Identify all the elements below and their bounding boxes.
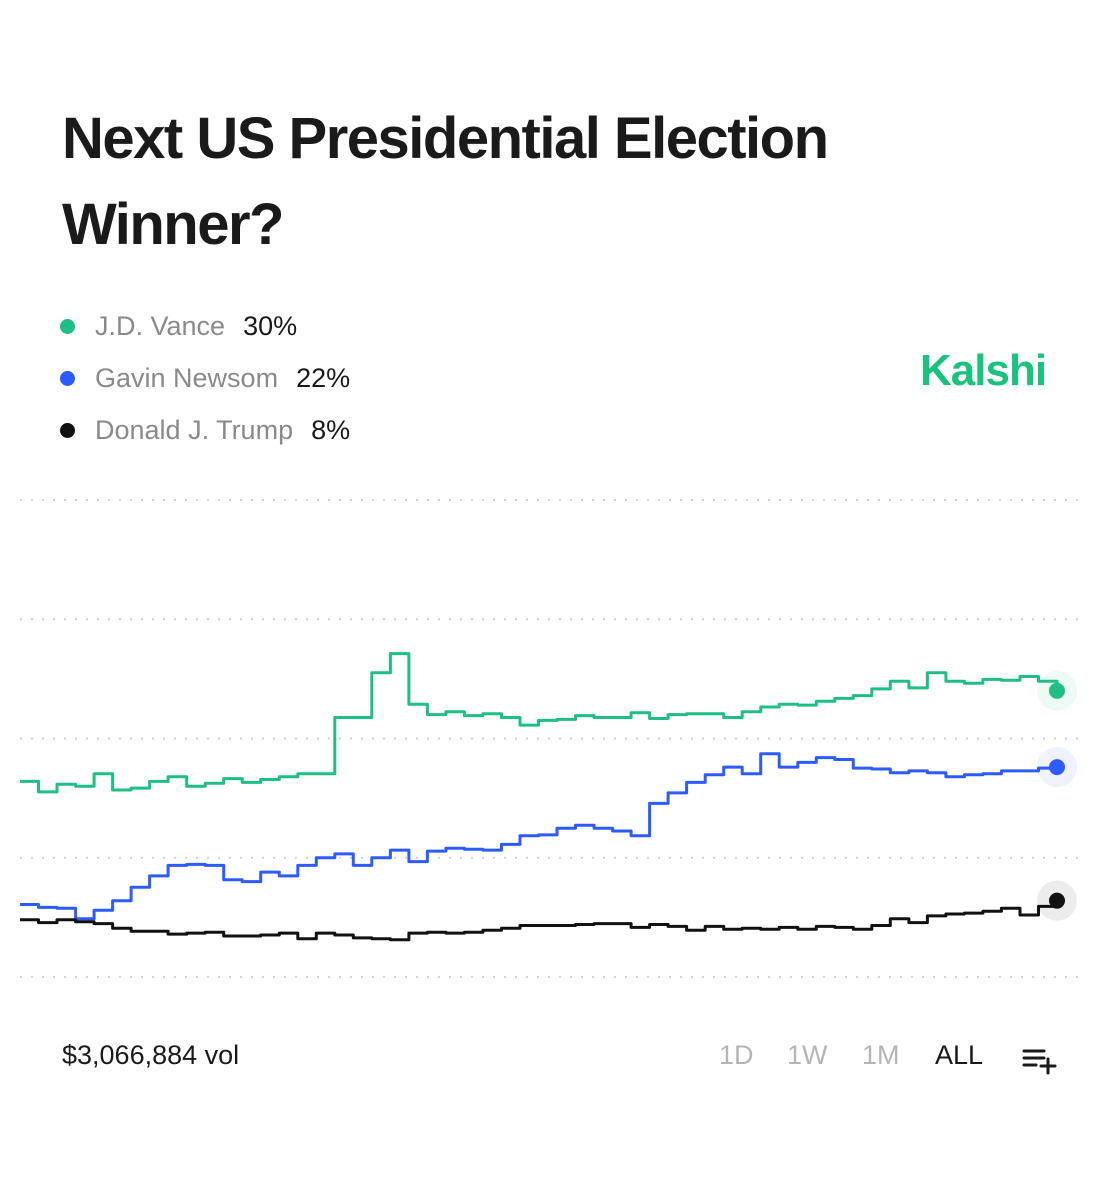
endpoint-dot-gavin-newsom[interactable] bbox=[1049, 759, 1065, 776]
legend-item-trump[interactable]: Donald J. Trump 8% bbox=[60, 404, 350, 456]
series-line-donald-j-trump bbox=[20, 900, 1059, 942]
legend-item-newsom[interactable]: Gavin Newsom 22% bbox=[60, 352, 350, 404]
chart-legend: J.D. Vance 30% Gavin Newsom 22% Donald J… bbox=[60, 300, 350, 456]
page-title: Next US Presidential Election Winner? bbox=[62, 96, 962, 268]
legend-name: Donald J. Trump bbox=[95, 414, 294, 445]
series-line-gavin-newsom bbox=[20, 752, 1059, 921]
range-1d-button[interactable]: 1D bbox=[719, 1040, 754, 1070]
add-to-list-icon[interactable] bbox=[1022, 1046, 1060, 1076]
newsom-dot-icon bbox=[60, 370, 75, 386]
title-line-2: Winner? bbox=[62, 192, 284, 257]
price-history-chart[interactable] bbox=[0, 480, 1107, 1000]
range-all-button[interactable]: ALL bbox=[935, 1040, 984, 1070]
trump-dot-icon bbox=[60, 422, 75, 438]
kalshi-logo: Kalshi bbox=[920, 346, 1047, 395]
vance-dot-icon bbox=[60, 318, 75, 334]
volume-label: $3,066,884 vol bbox=[62, 1040, 240, 1070]
legend-percent: 8% bbox=[311, 414, 351, 445]
series-line-j-d-vance bbox=[20, 652, 1059, 794]
legend-percent: 22% bbox=[296, 362, 351, 393]
legend-name: Gavin Newsom bbox=[95, 362, 279, 393]
legend-item-vance[interactable]: J.D. Vance 30% bbox=[60, 300, 350, 352]
range-1w-button[interactable]: 1W bbox=[787, 1040, 828, 1070]
endpoint-dot-j-d-vance[interactable] bbox=[1049, 682, 1065, 699]
title-line-1: Next US Presidential Election bbox=[62, 106, 829, 171]
range-1m-button[interactable]: 1M bbox=[862, 1040, 900, 1070]
legend-percent: 30% bbox=[243, 310, 298, 341]
legend-name: J.D. Vance bbox=[95, 310, 226, 341]
endpoint-dot-donald-j-trump[interactable] bbox=[1049, 892, 1065, 909]
